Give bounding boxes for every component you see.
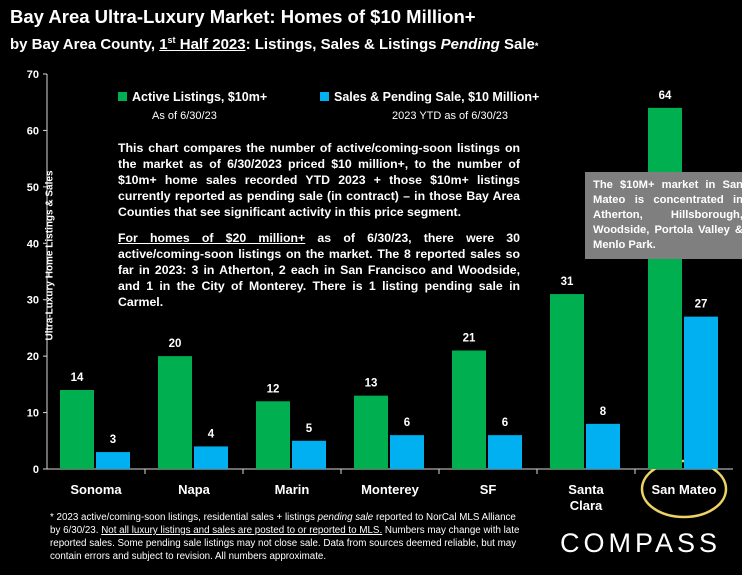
- legend-sales-label: Sales & Pending Sale, $10 Million+: [334, 90, 540, 104]
- subtitle-half-number: 1: [159, 36, 168, 53]
- bar-active-santa-clara: [550, 294, 584, 469]
- subtitle-middle: : Listings, Sales & Listings: [245, 36, 441, 53]
- x-tick-label: Napa: [178, 482, 211, 497]
- footnote-part-c: reported to NorCal MLS Alliance by 6/30/…: [50, 512, 516, 536]
- bar-sales-sf: [488, 435, 522, 469]
- legend-sales-swatch: [320, 92, 329, 101]
- legend-active-swatch: [118, 92, 127, 101]
- data-label: 5: [306, 423, 313, 435]
- data-label: 20: [169, 338, 182, 350]
- y-tick-label: 60: [27, 125, 39, 137]
- data-label: 12: [267, 383, 280, 395]
- data-label: 13: [365, 378, 378, 390]
- y-axis-label: Ultra-Luxury Home Listings & Sales: [44, 170, 56, 341]
- y-tick-label: 10: [27, 408, 39, 420]
- compass-logo: COMPASS: [560, 528, 722, 558]
- bar-active-marin: [256, 401, 290, 469]
- data-label: 31: [561, 276, 574, 288]
- bar-active-san-mateo: [648, 107, 682, 469]
- bar-sales-marin: [292, 440, 326, 469]
- y-tick-label: 70: [27, 69, 39, 81]
- footnote-part-a: * 2023 active/coming-soon listings, resi…: [50, 512, 318, 523]
- data-label: 27: [695, 299, 708, 311]
- bar-active-napa: [158, 356, 192, 469]
- chart-title: Bay Area Ultra-Luxury Market: Homes of $…: [10, 6, 476, 27]
- x-tick-label: Clara: [570, 498, 603, 513]
- y-tick-label: 20: [27, 351, 39, 363]
- x-tick-label: San Mateo: [651, 482, 716, 497]
- y-tick-label: 40: [27, 238, 39, 250]
- description-paragraph-1: This chart compares the number of active…: [118, 141, 520, 219]
- x-tick-label: SF: [480, 482, 497, 497]
- legend-sales-sub: 2023 YTD as of 6/30/23: [392, 110, 508, 122]
- data-label: 21: [463, 333, 476, 345]
- subtitle-half: 1st Half 2023: [159, 35, 246, 53]
- legend-sales: Sales & Pending Sale, $10 Million+: [320, 90, 539, 104]
- x-tick-label: Santa: [568, 482, 604, 497]
- bar-active-sf: [452, 350, 486, 469]
- data-label: 64: [659, 90, 672, 102]
- description-20m-heading: For homes of $20 million+: [118, 231, 306, 245]
- subtitle-prefix: by Bay Area County,: [10, 36, 160, 53]
- subtitle-half-rest: Half 2023: [175, 36, 246, 53]
- legend-active: Active Listings, $10m+: [118, 90, 267, 104]
- data-label: 14: [71, 372, 84, 384]
- x-tick-label: Monterey: [361, 482, 420, 497]
- y-tick-label: 50: [27, 182, 39, 194]
- chart-description: This chart compares the number of active…: [118, 140, 520, 320]
- data-label: 6: [502, 417, 508, 429]
- footnote-pending-sale: pending sale: [317, 512, 374, 523]
- chart-subtitle: by Bay Area County, 1st Half 2023: Listi…: [10, 35, 538, 53]
- description-paragraph-2: For homes of $20 million+ as of 6/30/23,…: [118, 230, 520, 310]
- y-tick-label: 30: [27, 295, 39, 307]
- subtitle-sale: Sale: [499, 36, 535, 53]
- description-20m-text: as of 6/30/23, there were 30 active/comi…: [118, 231, 520, 309]
- subtitle-half-sup: st: [167, 35, 176, 45]
- chart-bars: 14 3 20 4 12 5 13 6 21 6 31 8 64 27: [60, 90, 718, 469]
- bar-sales-napa: [194, 446, 228, 469]
- footnote-disclaimer: Not all luxury listings and sales are po…: [101, 525, 383, 536]
- y-tick-label: 0: [33, 464, 39, 476]
- footnote-part-e: Numbers may change with late reported sa…: [50, 525, 520, 562]
- san-mateo-callout: The $10M+ market in San Mateo is concent…: [585, 172, 742, 259]
- bar-sales-monterey: [390, 435, 424, 469]
- legend-active-label: Active Listings, $10m+: [132, 90, 268, 104]
- data-label: 8: [600, 406, 607, 418]
- footnote: * 2023 active/coming-soon listings, resi…: [50, 511, 520, 563]
- x-tick-label: Marin: [275, 482, 310, 497]
- data-label: 4: [208, 428, 215, 440]
- bar-sales-sonoma: [96, 452, 130, 469]
- data-label: 3: [110, 434, 116, 446]
- data-label: 6: [404, 417, 410, 429]
- legend-active-sub: As of 6/30/23: [152, 110, 217, 122]
- x-tick-label: Sonoma: [70, 482, 122, 497]
- subtitle-pending: Pending: [440, 36, 500, 53]
- bar-active-monterey: [354, 395, 388, 469]
- bar-sales-san-mateo: [684, 316, 718, 469]
- bar-sales-santa-clara: [586, 423, 620, 469]
- bar-active-sonoma: [60, 390, 94, 469]
- subtitle-asterisk: *: [534, 41, 539, 51]
